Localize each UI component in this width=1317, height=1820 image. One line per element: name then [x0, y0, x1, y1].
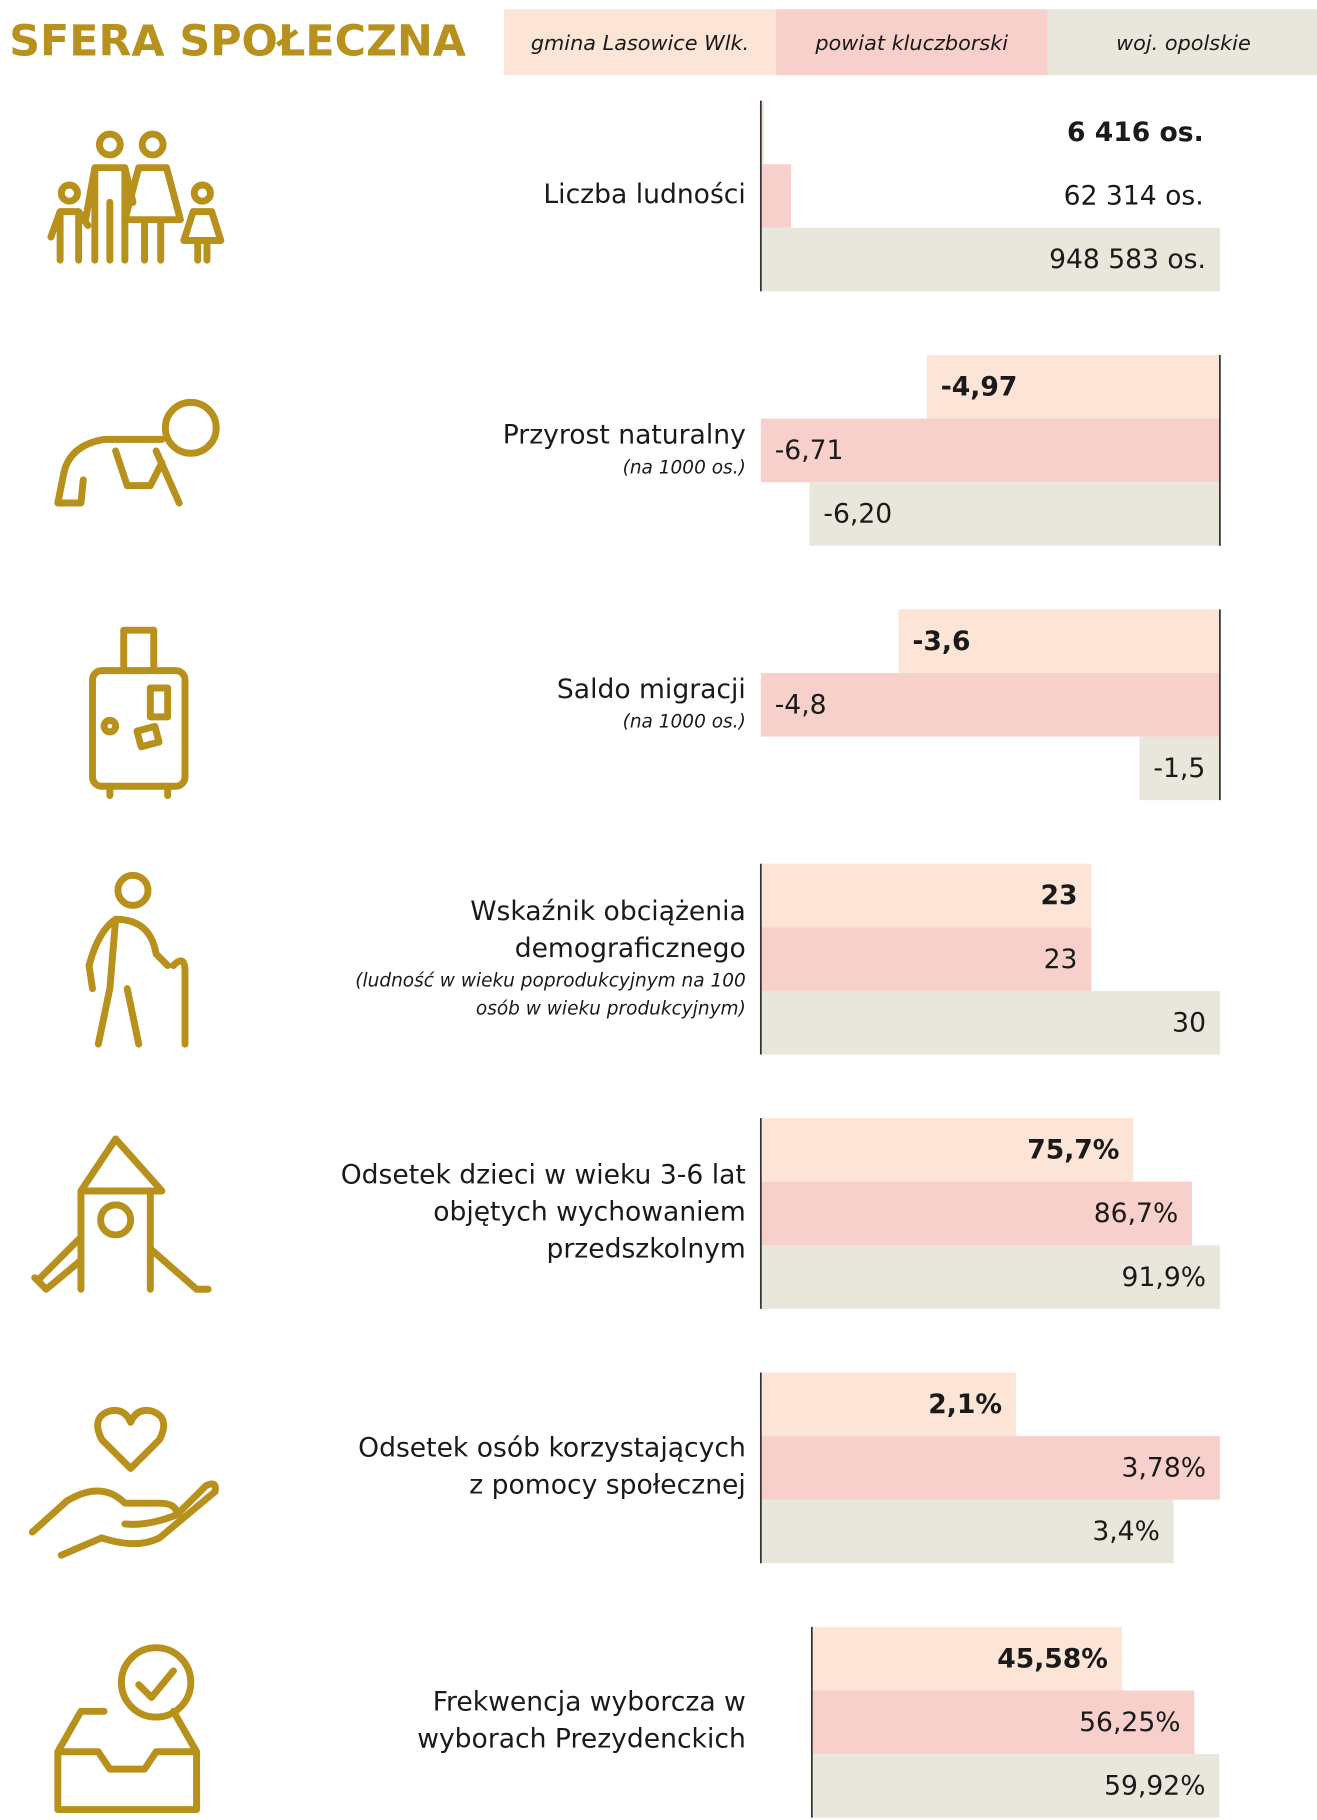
care-icon: [28, 1406, 219, 1559]
value-label: 59,92%: [1104, 1771, 1205, 1802]
row-label: Liczba ludności: [543, 179, 745, 210]
page-title: SFERA SPOŁECZNA: [9, 16, 466, 66]
legend-label: gmina Lasowice Wlk.: [531, 31, 749, 55]
luggage-icon: [89, 626, 189, 799]
row-note: osób w wieku produkcyjnym): [476, 998, 746, 1019]
value-label: -4,8: [775, 689, 827, 720]
value-label: 2,1%: [928, 1389, 1002, 1420]
icons: [28, 130, 225, 1814]
legend-label: woj. opolskie: [1116, 31, 1251, 55]
row-label: Odsetek osób korzystających: [358, 1432, 746, 1463]
bar: [926, 354, 1220, 419]
bar: [1139, 736, 1220, 801]
bar: [760, 672, 1220, 737]
row-label: demograficznego: [515, 933, 746, 964]
family-icon: [47, 130, 225, 264]
bar: [760, 1245, 1220, 1309]
bar: [760, 1499, 1174, 1564]
value-label: -6,20: [823, 499, 892, 530]
row-label: Odsetek dzieci w wieku 3-6 lat: [341, 1159, 746, 1190]
value-label: 45,58%: [997, 1643, 1108, 1674]
elderly-icon: [85, 871, 189, 1048]
value-label: -1,5: [1153, 753, 1205, 784]
row-label: z pomocy społecznej: [469, 1469, 746, 1500]
row-label: Saldo migracji: [557, 674, 746, 705]
value-label: 3,78%: [1122, 1453, 1206, 1484]
value-label: 56,25%: [1079, 1707, 1180, 1738]
row-label: Wskaźnik obciążenia: [470, 896, 746, 927]
bar: [760, 1372, 1016, 1437]
value-label: 6 416 os.: [1067, 117, 1204, 148]
row-label: objętych wychowaniem: [433, 1196, 746, 1227]
legend-label: powiat kluczborski: [814, 31, 1008, 55]
bar: [760, 927, 1092, 991]
row-note: (na 1000 os.): [623, 712, 746, 733]
bar: [760, 1118, 1134, 1182]
bar: [760, 1181, 1193, 1246]
row-note: (ludność w wieku poprodukcyjnym na 100: [355, 971, 746, 992]
value-label: 62 314 os.: [1064, 181, 1204, 212]
row-label: przedszkolnym: [546, 1233, 745, 1264]
bar: [760, 227, 1220, 292]
value-label: -4,97: [941, 371, 1018, 402]
bar: [809, 482, 1220, 546]
legend-swatch: [775, 9, 1048, 76]
value-label: -6,71: [775, 435, 844, 466]
row-label: Przyrost naturalny: [503, 419, 746, 450]
value-label: 91,9%: [1122, 1262, 1206, 1293]
row-label: Frekwencja wyborcza w: [433, 1687, 746, 1718]
bar: [760, 1436, 1220, 1500]
playground-icon: [31, 1135, 212, 1293]
value-label: 23: [1040, 880, 1077, 911]
legend-swatch: [504, 9, 776, 76]
value-label: 75,7%: [1027, 1135, 1119, 1166]
legend-swatch: [1047, 9, 1317, 76]
ballot-icon: [54, 1644, 201, 1814]
value-label: 23: [1044, 944, 1078, 975]
bar: [811, 1626, 1122, 1691]
bar: [898, 609, 1220, 673]
bar: [760, 863, 1092, 928]
bar: [760, 164, 791, 228]
bar: [811, 1754, 1220, 1818]
baby-icon: [54, 398, 220, 507]
bar: [760, 100, 764, 165]
value-label: 30: [1172, 1007, 1206, 1038]
value-label: -3,6: [912, 626, 970, 657]
bar: [811, 1690, 1195, 1755]
row-label: wyborach Prezydenckich: [417, 1724, 746, 1755]
value-label: 3,4%: [1092, 1516, 1160, 1547]
row-note: (na 1000 os.): [623, 457, 746, 478]
value-label: 86,7%: [1094, 1198, 1178, 1229]
bar: [760, 990, 1220, 1055]
bar: [760, 418, 1220, 483]
value-label: 948 583 os.: [1049, 244, 1206, 275]
